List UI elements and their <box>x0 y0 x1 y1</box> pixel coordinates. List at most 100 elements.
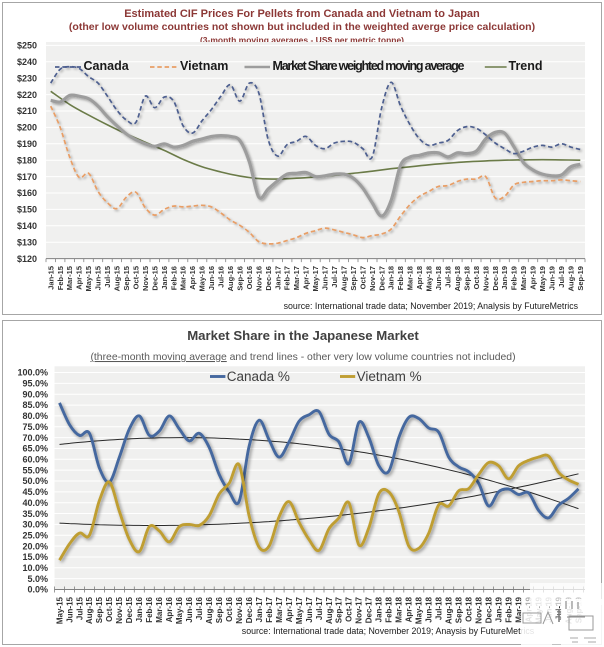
svg-text:Aug-16: Aug-16 <box>205 596 214 624</box>
svg-text:Apr-16: Apr-16 <box>188 266 197 290</box>
svg-text:May-18: May-18 <box>425 266 434 291</box>
svg-text:Jan-15: Jan-15 <box>46 266 55 290</box>
svg-text:70.0%: 70.0% <box>22 433 48 443</box>
svg-text:35.0%: 35.0% <box>22 509 48 519</box>
svg-text:Sep-16: Sep-16 <box>215 596 224 623</box>
svg-text:Feb-17: Feb-17 <box>283 266 292 290</box>
svg-text:source: International trade da: source: International trade data; Novemb… <box>242 626 535 636</box>
svg-text:$210: $210 <box>17 106 37 116</box>
svg-text:Sep-18: Sep-18 <box>462 266 471 291</box>
svg-text:0.0%: 0.0% <box>27 585 48 595</box>
svg-text:95.0%: 95.0% <box>22 379 48 389</box>
svg-text:25.0%: 25.0% <box>22 531 48 541</box>
svg-text:10.0%: 10.0% <box>22 563 48 573</box>
svg-text:$250: $250 <box>17 41 37 51</box>
svg-text:Oct-18: Oct-18 <box>465 596 474 621</box>
svg-text:Jun-16: Jun-16 <box>207 266 216 290</box>
svg-text:Dec-15: Dec-15 <box>125 596 134 623</box>
svg-text:Dec-17: Dec-17 <box>377 266 386 291</box>
svg-text:Nov-15: Nov-15 <box>115 596 124 623</box>
svg-text:Mar-17: Mar-17 <box>275 596 284 622</box>
svg-text:Sep-19: Sep-19 <box>576 266 585 291</box>
svg-text:$240: $240 <box>17 57 37 67</box>
svg-text:Sep-15: Sep-15 <box>95 596 104 623</box>
svg-text:Jul-19: Jul-19 <box>557 266 566 288</box>
svg-text:$130: $130 <box>17 237 37 247</box>
svg-text:$190: $190 <box>17 139 37 149</box>
svg-text:(other low volume countries no: (other low volume countries not shown bu… <box>69 21 535 33</box>
svg-text:$140: $140 <box>17 221 37 231</box>
svg-text:Jun-17: Jun-17 <box>321 266 330 290</box>
svg-text:Jul-19: Jul-19 <box>554 596 563 620</box>
svg-text:Jun-18: Jun-18 <box>425 596 434 622</box>
svg-text:65.0%: 65.0% <box>22 444 48 454</box>
svg-text:Oct-17: Oct-17 <box>358 266 367 289</box>
svg-text:Mar-16: Mar-16 <box>179 266 188 290</box>
svg-text:Jun-15: Jun-15 <box>94 266 103 290</box>
svg-text:Feb-16: Feb-16 <box>145 596 154 622</box>
svg-text:Market Share in the Japanese M: Market Share in the Japanese Market <box>187 328 419 343</box>
svg-text:May-16: May-16 <box>198 266 207 291</box>
svg-text:Jan-18: Jan-18 <box>387 266 396 290</box>
svg-text:Mar-18: Mar-18 <box>406 266 415 290</box>
svg-text:Jun-19: Jun-19 <box>548 266 557 290</box>
svg-text:Oct-16: Oct-16 <box>225 596 234 621</box>
svg-text:Canada: Canada <box>84 59 130 73</box>
svg-text:Aug-17: Aug-17 <box>340 266 349 291</box>
svg-text:Feb-19: Feb-19 <box>510 266 519 290</box>
svg-text:$200: $200 <box>17 123 37 133</box>
svg-text:Jan-19: Jan-19 <box>494 596 503 622</box>
svg-text:Jul-17: Jul-17 <box>330 266 339 288</box>
svg-text:Aug-18: Aug-18 <box>453 266 462 291</box>
svg-text:Jul-18: Jul-18 <box>444 266 453 288</box>
svg-text:source: International trade da: source: International trade data; Novemb… <box>284 301 579 311</box>
svg-text:5.0%: 5.0% <box>27 574 48 584</box>
svg-text:Apr-15: Apr-15 <box>75 266 84 290</box>
svg-text:Market Share weighted moving a: Market Share weighted moving average <box>273 59 465 73</box>
svg-text:(three-month moving average a: (three-month moving average and trend li… <box>90 352 515 363</box>
svg-text:Apr-16: Apr-16 <box>165 596 174 622</box>
svg-text:60.0%: 60.0% <box>22 455 48 465</box>
svg-text:Oct-16: Oct-16 <box>245 266 254 289</box>
svg-text:Feb-15: Feb-15 <box>56 266 65 290</box>
svg-text:(3-month moving averages - US$: (3-month moving averages - US$ per metri… <box>200 35 404 45</box>
svg-text:Canada %: Canada % <box>227 369 290 384</box>
svg-text:45.0%: 45.0% <box>22 487 48 497</box>
svg-text:85.0%: 85.0% <box>22 400 48 410</box>
svg-text:Sep-17: Sep-17 <box>335 596 344 623</box>
svg-text:May-18: May-18 <box>415 596 424 624</box>
svg-text:Aug-17: Aug-17 <box>325 596 334 624</box>
svg-text:Dec-16: Dec-16 <box>264 266 273 291</box>
svg-text:Sep-16: Sep-16 <box>235 266 244 291</box>
svg-text:$180: $180 <box>17 155 37 165</box>
svg-text:Jul-18: Jul-18 <box>435 596 444 620</box>
svg-text:30.0%: 30.0% <box>22 520 48 530</box>
svg-text:Vietnam: Vietnam <box>180 59 228 73</box>
svg-text:Vietnam %: Vietnam % <box>357 369 422 384</box>
svg-text:Apr-19: Apr-19 <box>529 266 538 290</box>
svg-text:$150: $150 <box>17 205 37 215</box>
svg-text:Estimated CIF Prices For Pelle: Estimated CIF Prices For Pellets from Ca… <box>124 8 480 20</box>
svg-text:Apr-17: Apr-17 <box>302 266 311 290</box>
svg-text:Nov-15: Nov-15 <box>141 266 150 291</box>
svg-text:Nov-16: Nov-16 <box>235 596 244 623</box>
svg-text:Nov-17: Nov-17 <box>368 266 377 291</box>
svg-text:Nov-16: Nov-16 <box>254 266 263 291</box>
svg-text:80.0%: 80.0% <box>22 411 48 421</box>
svg-text:Jan-19: Jan-19 <box>500 266 509 290</box>
svg-text:Aug-16: Aug-16 <box>226 266 235 291</box>
svg-text:Jan-18: Jan-18 <box>375 596 384 622</box>
svg-text:Jul-17: Jul-17 <box>315 596 324 620</box>
svg-text:Nov-18: Nov-18 <box>481 266 490 291</box>
svg-text:Aug-19: Aug-19 <box>566 266 575 291</box>
svg-text:Sep-18: Sep-18 <box>455 596 464 623</box>
svg-text:$120: $120 <box>17 254 37 264</box>
svg-text:Jun-16: Jun-16 <box>185 596 194 622</box>
svg-text:Feb-16: Feb-16 <box>169 266 178 290</box>
svg-text:15.0%: 15.0% <box>22 552 48 562</box>
svg-text:Mar-16: Mar-16 <box>155 596 164 622</box>
svg-text:Jul-16: Jul-16 <box>217 266 226 288</box>
svg-text:Sep-15: Sep-15 <box>122 266 131 291</box>
svg-text:$220: $220 <box>17 90 37 100</box>
svg-text:May-17: May-17 <box>311 266 320 291</box>
